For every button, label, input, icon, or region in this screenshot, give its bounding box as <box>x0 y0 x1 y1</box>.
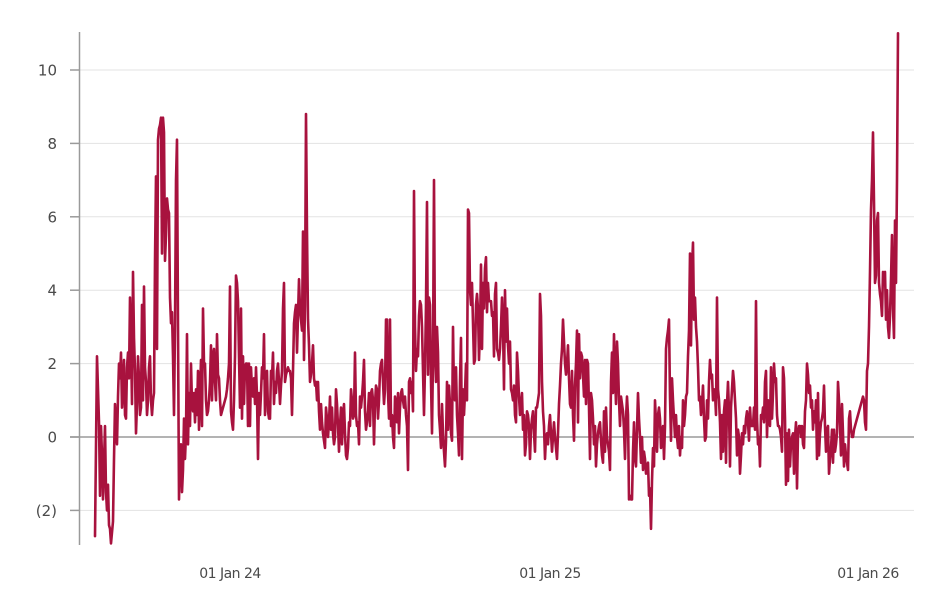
y-tick-label: 6 <box>47 208 57 226</box>
data-line <box>93 31 900 545</box>
y-tick-label: 10 <box>38 62 57 80</box>
y-tick-label: 2 <box>47 355 57 373</box>
y-tick-label: 8 <box>47 135 57 153</box>
y-tick-label: 4 <box>47 282 57 300</box>
x-axis-labels: 01 Jan 24 01 Jan 25 01 Jan 26 <box>199 566 900 582</box>
y-tick-label: (2) <box>36 502 57 520</box>
x-tick-label: 01 Jan 24 <box>199 566 261 582</box>
x-tick-label: 01 Jan 25 <box>519 566 581 582</box>
y-axis-ticks: 10 8 6 4 2 0 (2) <box>36 62 80 520</box>
y-tick-label: 0 <box>47 429 57 447</box>
x-tick-label: 01 Jan 26 <box>837 566 899 582</box>
